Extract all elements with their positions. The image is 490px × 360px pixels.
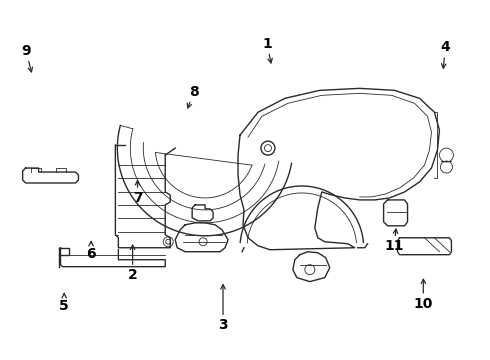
Text: 1: 1	[262, 37, 272, 51]
Text: 7: 7	[133, 191, 142, 205]
Text: 5: 5	[59, 298, 69, 312]
Text: 10: 10	[414, 297, 433, 311]
Text: 8: 8	[189, 85, 198, 99]
Text: 9: 9	[21, 44, 31, 58]
Text: 6: 6	[86, 247, 96, 261]
Text: 2: 2	[128, 268, 138, 282]
Text: 3: 3	[218, 318, 228, 332]
Text: 11: 11	[384, 239, 404, 253]
Text: 4: 4	[441, 40, 450, 54]
